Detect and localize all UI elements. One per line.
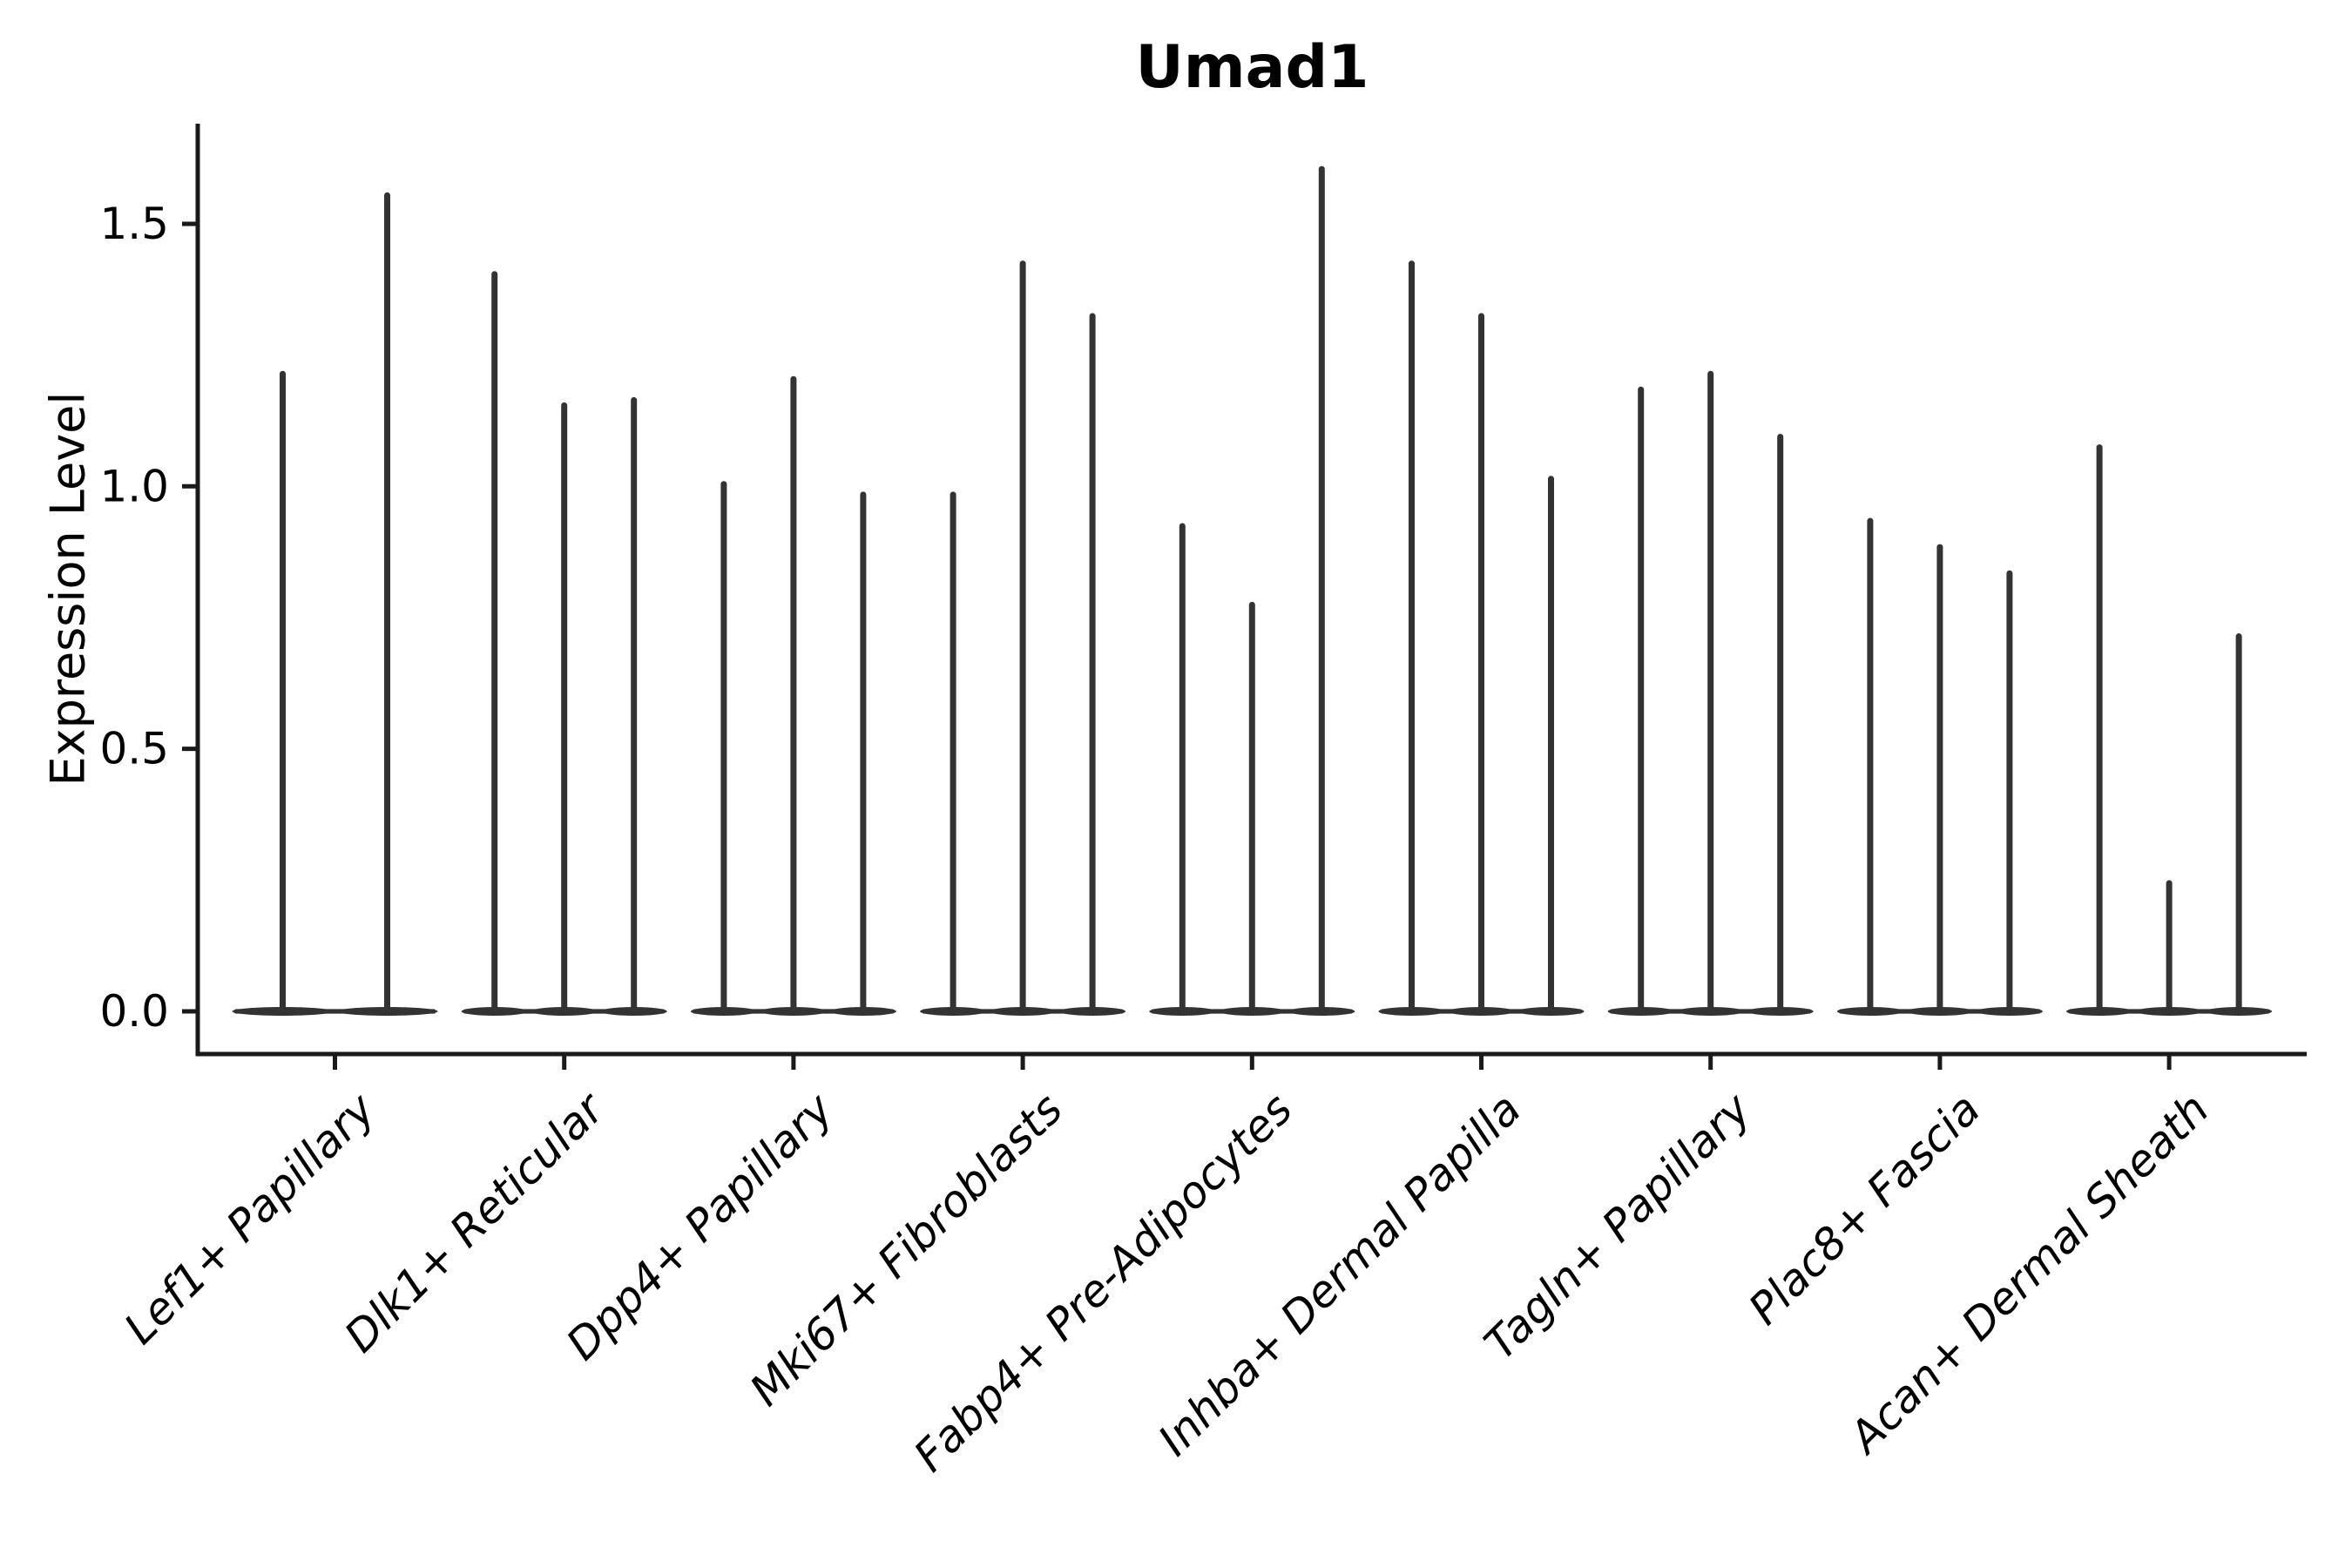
violin-spike [2096,444,2103,1016]
violin-spike [491,271,498,1015]
y-tick-label: 0.0 [99,986,169,1037]
violin-spike [1248,601,1255,1015]
violin-spike [1179,523,1186,1015]
violin-spike [720,481,727,1015]
violin-spike [1548,476,1554,1015]
violin-spike [1478,313,1484,1015]
violin-spike [950,491,956,1015]
violin-spike [1318,166,1325,1015]
violin-spike [384,192,390,1016]
violin-spike [561,402,568,1015]
violin-spike [1089,313,1096,1015]
violin-spike [2166,880,2173,1015]
violin-spike [1409,260,1415,1015]
violin-spike [2006,570,2013,1015]
y-tick-label: 1.0 [99,461,169,511]
violin-spike [860,491,867,1015]
y-tick-label: 0.5 [99,724,169,774]
violin-spike [1777,434,1784,1015]
violin-spike [1019,260,1026,1015]
violin-spike [1936,544,1943,1015]
chart-title: Umad1 [1135,33,1369,102]
y-tick-label: 1.5 [99,199,169,249]
violin-spike [1707,370,1714,1015]
violin-spike [2235,633,2242,1015]
violin-spike [1867,517,1874,1015]
violin-spike [280,370,286,1015]
violin-spike [790,375,797,1015]
violin-spike [1638,386,1645,1015]
violin-spike [631,396,638,1015]
